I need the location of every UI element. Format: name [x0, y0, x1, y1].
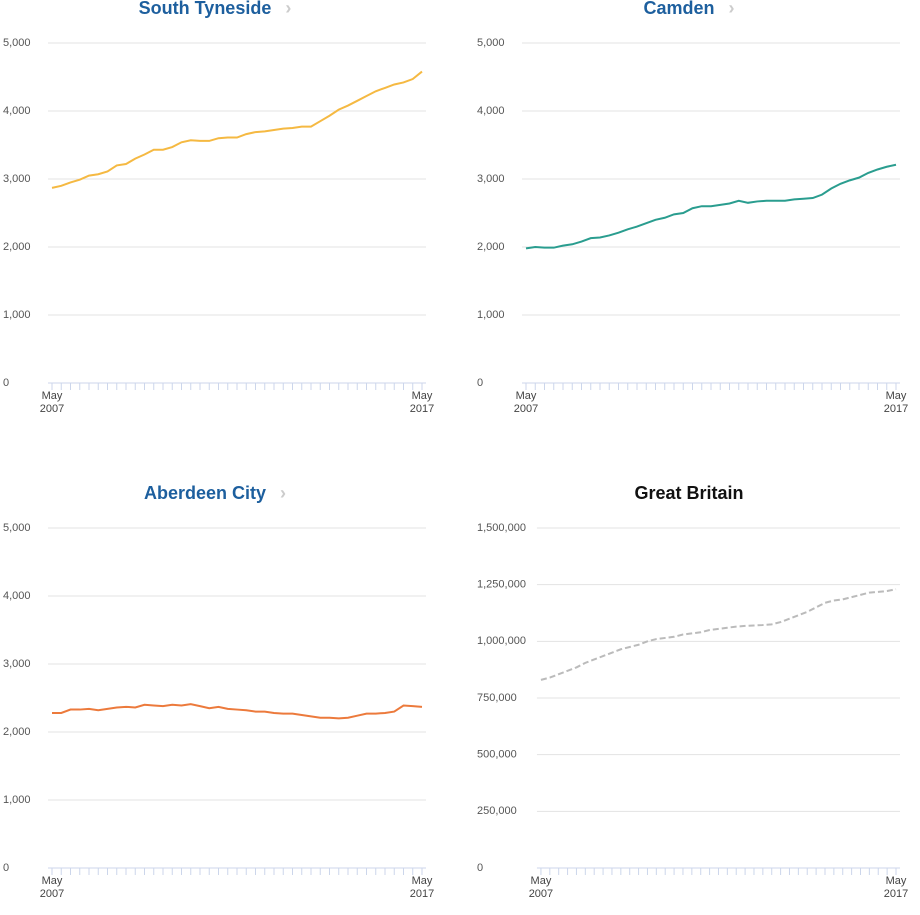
y-tick-label: 1,500,000 — [477, 522, 526, 534]
y-tick-label: 4,000 — [3, 105, 31, 117]
y-tick-label: 0 — [477, 862, 483, 874]
panel-title-row: South Tyneside › — [0, 0, 430, 19]
y-tick-label: 1,000,000 — [477, 635, 526, 647]
panel: Great Britain 0 250,000 500,000 750,000 1,000… — [474, 483, 920, 915]
chevron[interactable]: › — [285, 0, 292, 18]
panel: South Tyneside › 0 1,000 2,000 3,000 4,000 5,00… — [0, 0, 446, 430]
data-line — [540, 588, 897, 681]
x-tick-label: May 2017 — [409, 390, 435, 415]
y-tick-label: 5,000 — [3, 37, 31, 49]
y-tick-label: 0 — [3, 862, 9, 874]
y-tick-label: 2,000 — [477, 241, 505, 253]
y-tick-label: 1,000 — [477, 309, 505, 321]
x-tick-label: May 2017 — [883, 875, 909, 900]
y-tick-label: 3,000 — [3, 173, 31, 185]
chart: 0 250,000 500,000 750,000 1,000,000 1,250,000… — [477, 522, 900, 875]
chevron[interactable]: › — [728, 0, 735, 18]
chevron[interactable]: › — [280, 483, 287, 503]
y-tick-label: 1,000 — [3, 794, 31, 806]
chart-title[interactable]: South Tyneside — [138, 0, 272, 18]
data-line — [525, 163, 897, 250]
y-tick-label: 250,000 — [477, 805, 517, 817]
panel: Camden › 0 1,000 2,000 3,000 4,000 5,000 May 200… — [474, 0, 920, 430]
y-tick-label: 1,250,000 — [477, 579, 526, 591]
y-tick-label: 0 — [477, 377, 483, 389]
panel-title-row: Camden › — [474, 0, 904, 19]
x-tick-label: May 2017 — [409, 875, 435, 900]
y-tick-label: 4,000 — [3, 590, 31, 602]
y-tick-label: 5,000 — [477, 37, 505, 49]
y-tick-label: 3,000 — [3, 658, 31, 670]
y-tick-label: 1,000 — [3, 309, 31, 321]
x-tick-label: May 2007 — [513, 390, 539, 415]
chart-title[interactable]: Camden — [643, 0, 715, 18]
chart: 0 1,000 2,000 3,000 4,000 5,000 — [477, 37, 900, 390]
data-line — [51, 70, 423, 189]
y-tick-label: 5,000 — [3, 522, 31, 534]
panel-title-row: Aberdeen City › — [0, 483, 430, 504]
y-tick-label: 2,000 — [3, 726, 31, 738]
chart-title: Great Britain — [634, 483, 744, 503]
y-tick-label: 4,000 — [477, 105, 505, 117]
y-tick-label: 2,000 — [3, 241, 31, 253]
chart-title[interactable]: Aberdeen City — [143, 483, 267, 503]
y-tick-label: 500,000 — [477, 749, 517, 761]
x-tick-label: May 2007 — [39, 875, 65, 900]
y-tick-label: 750,000 — [477, 692, 517, 704]
data-line — [52, 703, 423, 720]
chart: 0 1,000 2,000 3,000 4,000 5,000 — [3, 522, 426, 875]
x-tick-label: May 2007 — [528, 875, 554, 900]
y-tick-label: 0 — [3, 377, 9, 389]
x-tick-label: May 2017 — [883, 390, 909, 415]
panel-title-row: Great Britain — [474, 483, 904, 504]
panel: Aberdeen City › 0 1,000 2,000 3,000 4,000 5,000… — [0, 483, 446, 915]
y-tick-label: 3,000 — [477, 173, 505, 185]
x-tick-label: May 2007 — [39, 390, 65, 415]
chart: 0 1,000 2,000 3,000 4,000 5,000 — [3, 37, 426, 390]
